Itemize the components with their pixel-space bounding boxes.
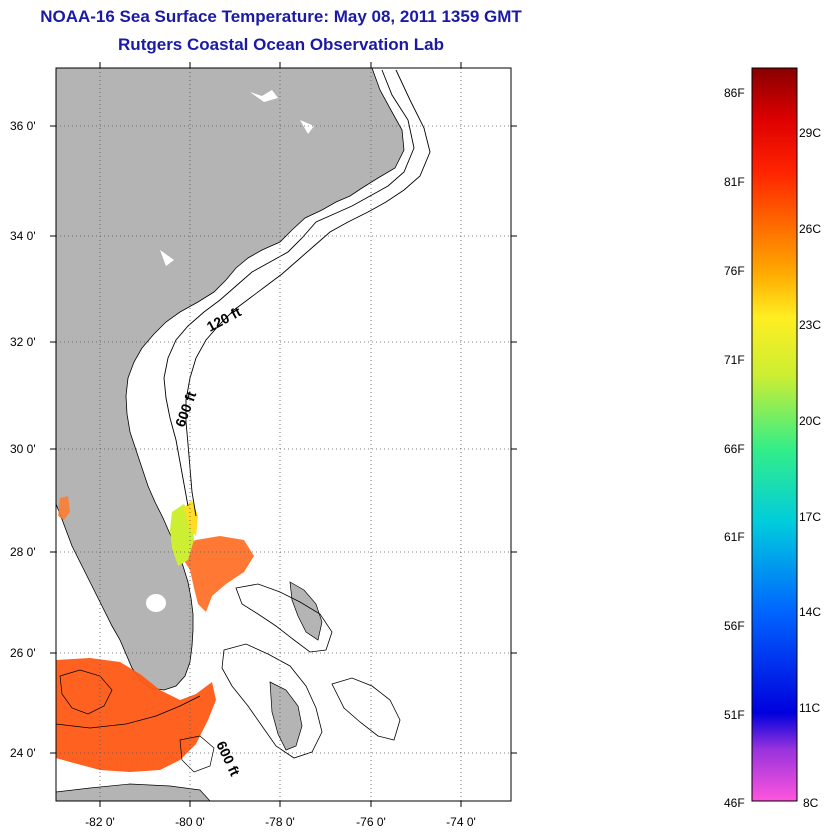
colorbar — [751, 67, 798, 802]
lat-tick-label: 36 0' — [10, 119, 36, 133]
sst-straits-warm — [176, 536, 254, 612]
contour-south — [179, 735, 215, 773]
colorbar-label-f: 76F — [724, 264, 745, 278]
lake-icon — [160, 250, 174, 266]
colorbar-label-c: 23C — [799, 318, 822, 332]
lon-tick-label: -80 0' — [175, 815, 205, 829]
colorbar-label-f: 66F — [724, 442, 745, 456]
colorbar-label-c: 20C — [799, 414, 822, 428]
land-us-east-coast — [56, 68, 405, 691]
contour-keys — [56, 695, 201, 729]
lat-tick-label: 28 0' — [10, 545, 36, 559]
colorbar-label-c: 14C — [799, 605, 822, 619]
contour-gulf — [59, 669, 113, 715]
colorbar-label-c: 11C — [799, 701, 821, 715]
lat-tick-label: 34 0' — [10, 229, 36, 243]
contour-bahamas-south — [221, 643, 323, 759]
colorbar-label-f: 81F — [724, 175, 745, 189]
colorbar-label-f: 61F — [724, 530, 745, 544]
land-bahamas — [289, 581, 323, 641]
colorbar-label-c: 26C — [799, 222, 822, 236]
lon-tick-label: -74 0' — [446, 815, 476, 829]
contour-120ft — [163, 69, 415, 507]
lon-tick-label: -76 0' — [356, 815, 386, 829]
map-frame — [55, 67, 512, 802]
colorbar-label-c: 8C — [803, 796, 819, 810]
lat-tick-label: 24 0' — [10, 746, 36, 760]
lake-icon — [300, 120, 314, 134]
colorbar-label-f: 46F — [724, 796, 745, 810]
colorbar-label-f: 86F — [724, 86, 745, 100]
contour-exuma — [331, 677, 401, 741]
lake-icon — [250, 90, 278, 102]
lat-tick-label: 26 0' — [10, 646, 36, 660]
land-andros — [269, 681, 303, 751]
tick-marks — [50, 62, 517, 807]
contour-600ft — [185, 69, 431, 517]
lat-tick-label: 32 0' — [10, 335, 36, 349]
lat-tick-label: 30 0' — [10, 442, 36, 456]
colorbar-label-f: 51F — [724, 708, 745, 722]
lon-tick-label: -78 0' — [265, 815, 295, 829]
colorbar-label-f: 56F — [724, 619, 745, 633]
sst-gulf-warm — [56, 658, 216, 772]
land-cuba — [56, 783, 211, 801]
colorbar-label-c: 17C — [799, 510, 822, 524]
map-title: NOAA-16 Sea Surface Temperature: May 08,… — [40, 7, 522, 26]
colorbar-label-f: 71F — [724, 353, 745, 367]
colorbar-label-c: 29C — [799, 126, 822, 140]
lake-okeechobee — [146, 594, 166, 612]
lon-tick-label: -82 0' — [85, 815, 115, 829]
sst-florida-coastal — [58, 496, 70, 520]
map-subtitle: Rutgers Coastal Ocean Observation Lab — [118, 35, 444, 54]
